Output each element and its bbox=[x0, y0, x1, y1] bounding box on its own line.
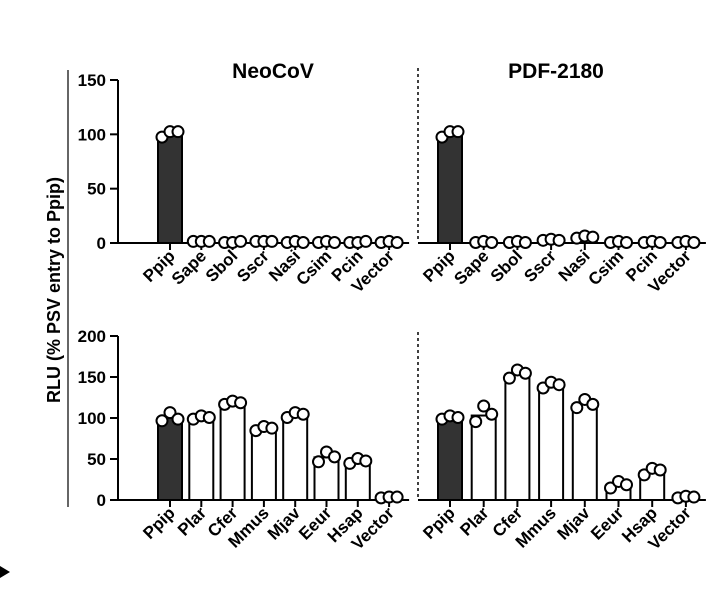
bottom-left-point-vector-3 bbox=[390, 490, 404, 504]
bottom-right-category-label-ppip: Ppip bbox=[419, 503, 458, 542]
top-left-point-sscr-3 bbox=[265, 234, 279, 248]
top-right-category-label-sscr: Sscr bbox=[520, 246, 560, 286]
bottom-left-ytick-label-0: 0 bbox=[97, 491, 106, 510]
top-left-point-ppip-3 bbox=[171, 125, 185, 139]
bottom-left-category-label-mjav: Mjav bbox=[264, 503, 305, 544]
bottom-right-point-ppip-3 bbox=[451, 411, 465, 424]
bottom-left-point-eeur-1 bbox=[312, 455, 325, 469]
top-right-point-sbol-3 bbox=[518, 236, 532, 249]
top-left-point-sape-3 bbox=[202, 234, 216, 248]
top-left-ytick-label-100: 100 bbox=[78, 125, 106, 144]
bottom-left-ytick-label-100: 100 bbox=[78, 409, 106, 428]
top-left-point-vector-3 bbox=[390, 236, 404, 249]
top-right-point-csim-3 bbox=[620, 236, 633, 249]
bottom-right-bar-mjav bbox=[571, 403, 598, 501]
y-axis-label: RLU (% PSV entry to Ppip) bbox=[44, 177, 64, 403]
bottom-left-bar-cfer bbox=[219, 402, 246, 501]
bottom-right-point-mjav-1 bbox=[570, 401, 584, 415]
bottom-left-point-ppip-3 bbox=[171, 412, 185, 426]
bottom-right-point-mmus-3 bbox=[552, 378, 566, 392]
top-left-bar-ppip bbox=[157, 133, 183, 244]
top-left-category-label-sape: Sape bbox=[168, 246, 210, 288]
bottom-left-bar-plar bbox=[188, 417, 215, 501]
top-right-point-sape-3 bbox=[485, 236, 499, 249]
bottom-right-point-plar-1 bbox=[469, 415, 483, 429]
bottom-right-point-cfer-3 bbox=[518, 366, 532, 380]
top-right-bar-ppip bbox=[437, 133, 463, 244]
bottom-left-bar-ppip bbox=[157, 417, 183, 501]
bottom-right-point-plar-2 bbox=[477, 399, 491, 413]
bottom-right-category-label-mjav: Mjav bbox=[553, 503, 594, 544]
top-left-point-csim-3 bbox=[328, 236, 341, 249]
bottom-left-point-hsap-3 bbox=[359, 454, 373, 468]
top-right-point-pcin-3 bbox=[653, 236, 667, 249]
top-right-title: PDF-2180 bbox=[508, 60, 604, 83]
top-right-point-ppip-3 bbox=[451, 125, 465, 139]
top-right-point-nasi-3 bbox=[586, 230, 600, 244]
bottom-right-point-hsap-3 bbox=[653, 463, 667, 477]
bottom-left-ytick-label-50: 50 bbox=[87, 450, 106, 469]
bottom-left-category-label-plar: Plar bbox=[174, 503, 210, 539]
top-left-ytick-label-0: 0 bbox=[97, 234, 106, 253]
bottom-right-point-plar-3 bbox=[485, 407, 499, 421]
top-left-title: NeoCoV bbox=[232, 60, 314, 83]
top-right-category-label-csim: Csim bbox=[584, 246, 627, 289]
bottom-left-point-mmus-3 bbox=[265, 421, 279, 435]
bottom-left-category-label-ppip: Ppip bbox=[139, 503, 178, 542]
bottom-left-point-mjav-3 bbox=[296, 407, 310, 421]
top-left-point-pcin-3 bbox=[359, 234, 373, 248]
bottom-left-point-cfer-3 bbox=[234, 396, 248, 410]
bottom-left-ytick-label-200: 200 bbox=[78, 327, 106, 346]
bottom-left-bar-mmus bbox=[250, 427, 277, 501]
bottom-left-point-eeur-3 bbox=[328, 450, 341, 464]
bottom-right-bar-cfer bbox=[504, 373, 531, 502]
bottom-left-ytick-label-150: 150 bbox=[78, 368, 106, 387]
bottom-right-point-cfer-1 bbox=[502, 371, 516, 385]
bottom-right-bar-ppip bbox=[437, 417, 463, 501]
top-left-ytick-label-50: 50 bbox=[87, 180, 106, 199]
bottom-left-bar-mjav bbox=[282, 413, 309, 501]
bottom-right-point-mjav-3 bbox=[586, 397, 600, 411]
top-left-category-label-sscr: Sscr bbox=[233, 246, 273, 286]
top-left-ytick-label-150: 150 bbox=[78, 71, 106, 90]
top-left-point-sbol-3 bbox=[234, 234, 248, 248]
bottom-right-bar-plar bbox=[470, 414, 497, 502]
bottom-right-category-label-plar: Plar bbox=[456, 503, 492, 539]
top-right-category-label-ppip: Ppip bbox=[419, 246, 458, 285]
bottom-left-point-ppip-1 bbox=[155, 414, 169, 428]
bottom-right-point-vector-3 bbox=[687, 490, 701, 504]
bottom-left-point-plar-3 bbox=[202, 411, 216, 424]
top-left-category-label-sbol: Sbol bbox=[202, 246, 241, 285]
top-right-point-sscr-3 bbox=[552, 233, 566, 247]
arrow-marker bbox=[0, 566, 10, 578]
top-left-point-nasi-3 bbox=[296, 236, 310, 249]
top-left-category-label-csim: Csim bbox=[292, 246, 335, 289]
bottom-right-point-eeur-3 bbox=[620, 478, 633, 492]
top-right-category-label-sbol: Sbol bbox=[487, 246, 526, 285]
top-right-category-label-sape: Sape bbox=[450, 246, 492, 288]
bottom-right-bar-mmus bbox=[538, 384, 565, 502]
top-right-point-vector-3 bbox=[687, 236, 701, 249]
